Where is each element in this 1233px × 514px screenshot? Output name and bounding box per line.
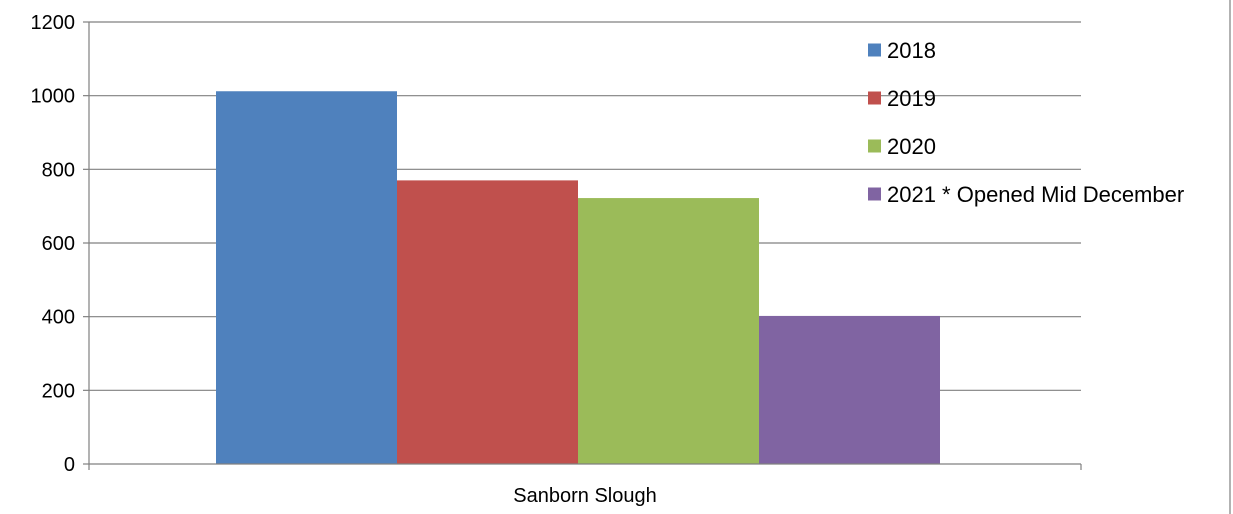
y-tick-label: 800 xyxy=(42,159,75,181)
legend-label: 2019 xyxy=(887,86,936,111)
bar-2019 xyxy=(397,180,578,464)
bar-2021 xyxy=(759,315,940,464)
legend-label: 2021 * Opened Mid December xyxy=(887,182,1184,207)
legend-swatch xyxy=(868,187,881,201)
x-category-label: Sanborn Slough xyxy=(513,485,656,507)
legend-swatch xyxy=(868,43,881,57)
legend-label: 2020 xyxy=(887,134,936,159)
y-tick-label: 0 xyxy=(64,454,75,476)
y-tick-label: 200 xyxy=(42,380,75,402)
bars xyxy=(216,91,940,464)
y-tick-label: 1200 xyxy=(31,12,76,34)
bar-2018 xyxy=(216,91,397,464)
bar-2020 xyxy=(578,198,759,464)
y-tick-label: 400 xyxy=(42,307,75,329)
y-tick-label: 600 xyxy=(42,233,75,255)
legend: 2018 2019 2020 2021 * Opened Mid December xyxy=(868,38,1184,207)
y-tick-label: 1000 xyxy=(31,86,76,108)
legend-label: 2018 xyxy=(887,38,936,63)
y-axis-ticks: 0 200 400 600 800 1000 1200 xyxy=(31,12,1082,476)
legend-swatch xyxy=(868,91,881,105)
x-axis-categories: Sanborn Slough xyxy=(513,485,656,507)
legend-swatch xyxy=(868,139,881,153)
